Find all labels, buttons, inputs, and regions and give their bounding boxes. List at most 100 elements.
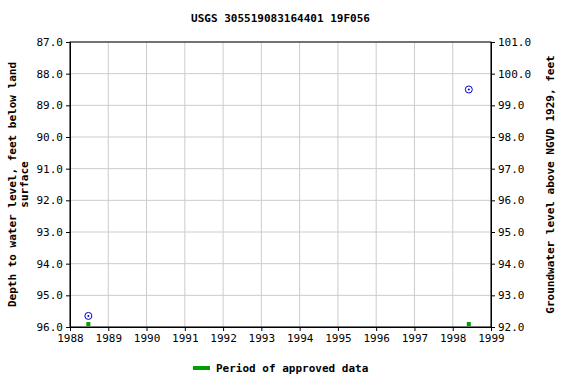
tick-label: 1991: [172, 332, 199, 345]
tick-label: 92.0: [37, 194, 64, 207]
tick-label: 99.0: [498, 99, 525, 112]
y-axis-title-line: surface: [18, 161, 31, 208]
marker: [465, 86, 472, 93]
tick-mark: [66, 264, 70, 265]
tick-label: 93.0: [37, 226, 64, 239]
legend-swatch: [193, 366, 210, 370]
tick-mark: [66, 105, 70, 106]
tick: 1997: [402, 327, 429, 345]
y2-axis-title: Groundwater level above NGVD 1929, feet: [544, 55, 557, 313]
legend-label: Period of approved data: [216, 362, 368, 375]
grid-line-y: [70, 295, 491, 296]
tick: 90.0: [37, 131, 71, 144]
tick-label: 89.0: [37, 99, 64, 112]
tick: 88.0: [37, 68, 71, 81]
grid-line-x: [108, 42, 109, 327]
tick-mark: [261, 327, 262, 331]
tick-label: 91.0: [37, 163, 64, 176]
tick-label: 1994: [287, 332, 314, 345]
tick: 89.0: [37, 99, 71, 112]
tick-label: 94.0: [37, 258, 64, 271]
grid-line-x: [261, 42, 262, 327]
tick: 1991: [172, 327, 199, 345]
marker-dot: [468, 89, 470, 91]
tick: 99.0: [491, 99, 525, 112]
tick-label: 1996: [363, 332, 390, 345]
tick-label: 1997: [402, 332, 429, 345]
tick-label: 94.0: [498, 258, 525, 271]
tick-mark: [491, 105, 495, 106]
tick-label: 96.0: [498, 194, 525, 207]
tick-mark: [491, 200, 495, 201]
y-axis-title: Depth to water level, feet below landsur…: [6, 62, 31, 307]
grid-line-y: [70, 263, 491, 264]
tick-label: 96.0: [37, 321, 64, 334]
tick-label: 88.0: [37, 68, 64, 81]
series: [85, 86, 472, 319]
axis-line: [492, 43, 496, 328]
grid-line-x: [452, 42, 453, 327]
tick-label: 87.0: [37, 36, 64, 49]
tick: 91.0: [37, 163, 71, 176]
tick: 1998: [440, 327, 467, 345]
tick-label: 95.0: [498, 226, 525, 239]
tick: 1992: [210, 327, 237, 345]
grid: [70, 42, 491, 327]
tick-mark: [66, 169, 70, 170]
tick-label: 97.0: [498, 163, 525, 176]
tick-mark: [491, 232, 495, 233]
tick-label: 1993: [249, 332, 276, 345]
marker: [86, 322, 90, 326]
tick-label: 100.0: [498, 68, 531, 81]
tick: 92.0: [37, 194, 71, 207]
marker-ring: [85, 312, 92, 319]
marker: [85, 312, 92, 319]
x-axis: 1988198919901991199219931994199519961997…: [57, 327, 505, 345]
y-axis: 87.0 88.0 89.0 90.0 91.0 92.0 93.0 94.0 95.0 96.0: [37, 36, 71, 334]
tick: 98.0: [491, 131, 525, 144]
tick-mark: [108, 327, 109, 331]
series: [86, 322, 470, 326]
tick-mark: [414, 327, 415, 331]
tick: 100.0: [491, 68, 531, 81]
tick: 1995: [325, 327, 352, 345]
tick: 87.0: [37, 36, 71, 49]
grid-line-y: [70, 168, 491, 169]
plot-frame: [70, 42, 491, 327]
tick-label: 1989: [96, 332, 123, 345]
grid-line-x: [414, 42, 415, 327]
tick: 93.0: [37, 226, 71, 239]
grid-line-x: [299, 42, 300, 327]
tick: 96.0: [491, 194, 525, 207]
tick-mark: [66, 74, 70, 75]
tick: 1996: [363, 327, 390, 345]
tick: 1993: [249, 327, 276, 345]
tick-mark: [147, 327, 148, 331]
grid-line-x: [223, 42, 224, 327]
tick-mark: [491, 295, 495, 296]
chart-svg: 1988198919901991199219931994199519961997…: [0, 0, 576, 384]
grid-line-x: [376, 42, 377, 327]
tick-mark: [338, 327, 339, 331]
tick-label: 93.0: [498, 289, 525, 302]
tick-mark: [66, 295, 70, 296]
tick-label: 90.0: [37, 131, 64, 144]
tick-mark: [66, 232, 70, 233]
tick-mark: [491, 327, 495, 328]
tick: 101.0: [491, 36, 531, 49]
grid-line-y: [70, 73, 491, 74]
tick: 94.0: [37, 258, 71, 271]
tick-mark: [376, 327, 377, 331]
chart-container: 1988198919901991199219931994199519961997…: [0, 0, 576, 384]
grid-line-y: [70, 105, 491, 106]
tick-label: 101.0: [498, 36, 531, 49]
tick-label: 95.0: [37, 289, 64, 302]
legend: Period of approved data: [193, 362, 368, 375]
axis-line: [66, 43, 71, 328]
tick-mark: [223, 327, 224, 331]
tick-label: 1992: [210, 332, 237, 345]
grid-line-y: [70, 200, 491, 201]
grid-line-x: [146, 42, 147, 327]
tick-mark: [491, 169, 495, 170]
marks: [85, 86, 472, 326]
